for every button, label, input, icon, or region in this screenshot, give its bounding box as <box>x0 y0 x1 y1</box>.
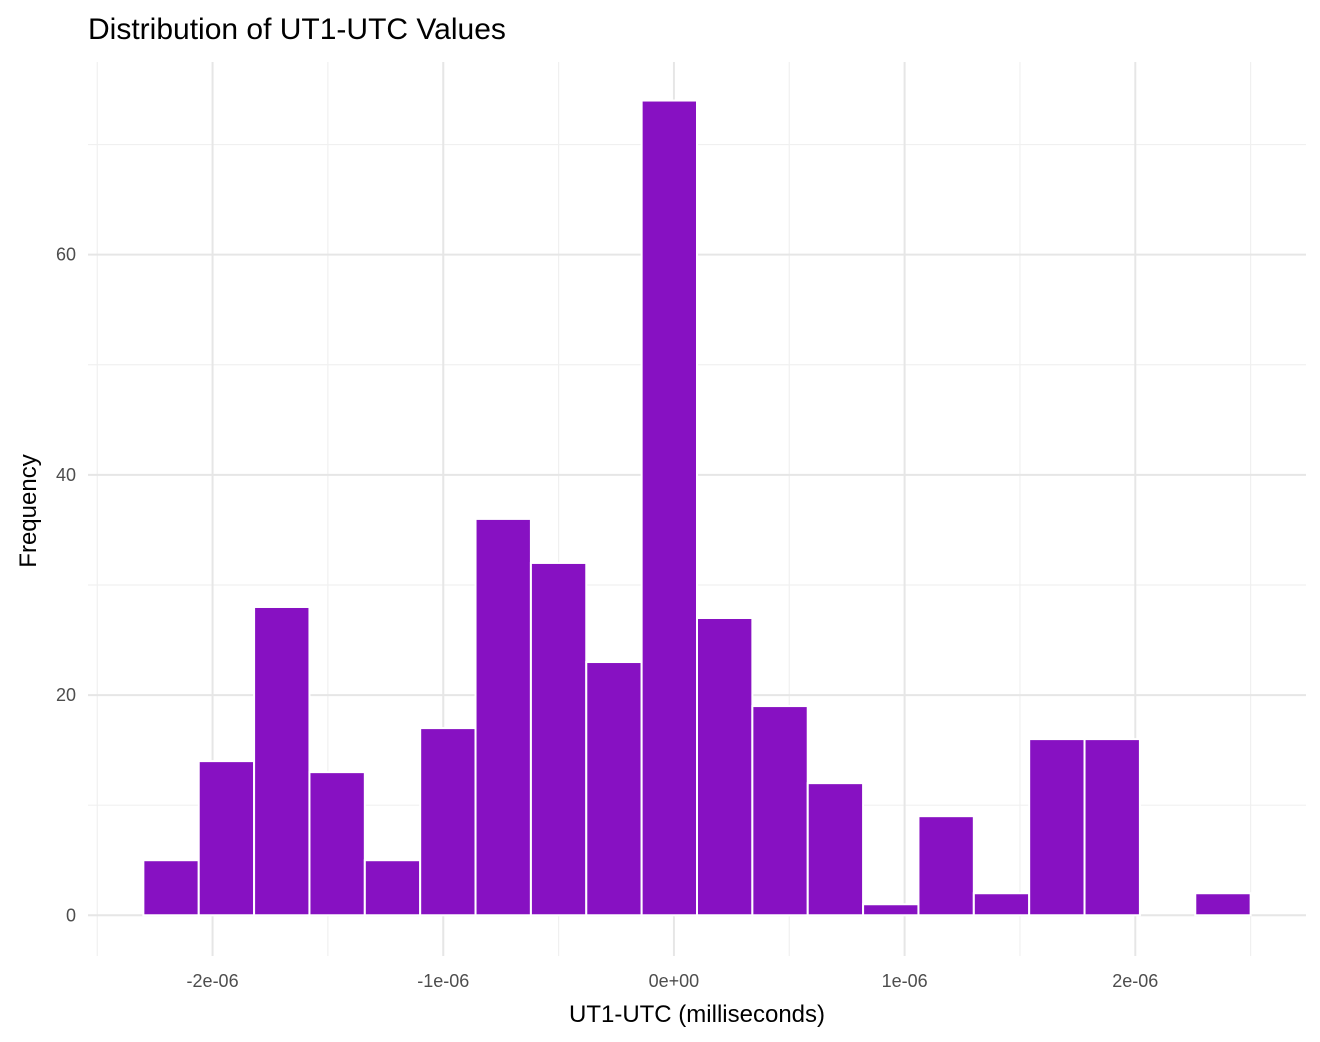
histogram-bar <box>585 661 643 917</box>
histogram-bar <box>308 771 366 917</box>
chart-title: Distribution of UT1-UTC Values <box>88 13 506 46</box>
x-tick-label: 1e-06 <box>882 971 928 991</box>
x-axis-tick-labels: -2e-06 -1e-06 0e+00 1e-06 2e-06 <box>187 971 1159 991</box>
histogram-bar <box>142 859 200 917</box>
histogram-bar <box>1028 738 1086 917</box>
y-axis-tick-labels: 0 20 40 60 <box>56 245 76 926</box>
y-tick-label: 0 <box>66 905 76 925</box>
x-tick-label: -2e-06 <box>187 971 239 991</box>
histogram-bars <box>142 99 1252 917</box>
histogram-bar <box>640 99 698 917</box>
histogram-bar <box>972 892 1031 917</box>
histogram-bar <box>862 903 920 917</box>
histogram-bar <box>253 605 311 917</box>
histogram-bar <box>474 517 532 917</box>
histogram-bar <box>751 705 809 917</box>
y-tick-label: 40 <box>56 465 76 485</box>
histogram-bar <box>419 727 477 917</box>
histogram-bar <box>696 616 754 917</box>
y-tick-label: 60 <box>56 245 76 265</box>
x-tick-label: -1e-06 <box>417 971 469 991</box>
x-tick-label: 2e-06 <box>1112 971 1158 991</box>
y-tick-label: 20 <box>56 685 76 705</box>
y-axis-title: Frequency <box>15 454 42 567</box>
histogram-bar <box>1083 738 1141 917</box>
histogram-bar <box>806 782 865 917</box>
histogram-bar <box>917 815 975 917</box>
histogram-bar <box>363 859 422 917</box>
histogram-bar <box>197 760 256 917</box>
x-tick-label: 0e+00 <box>649 971 700 991</box>
histogram-bar <box>529 561 588 917</box>
histogram-bar <box>1194 892 1252 917</box>
x-axis-title: UT1-UTC (milliseconds) <box>569 1001 825 1028</box>
